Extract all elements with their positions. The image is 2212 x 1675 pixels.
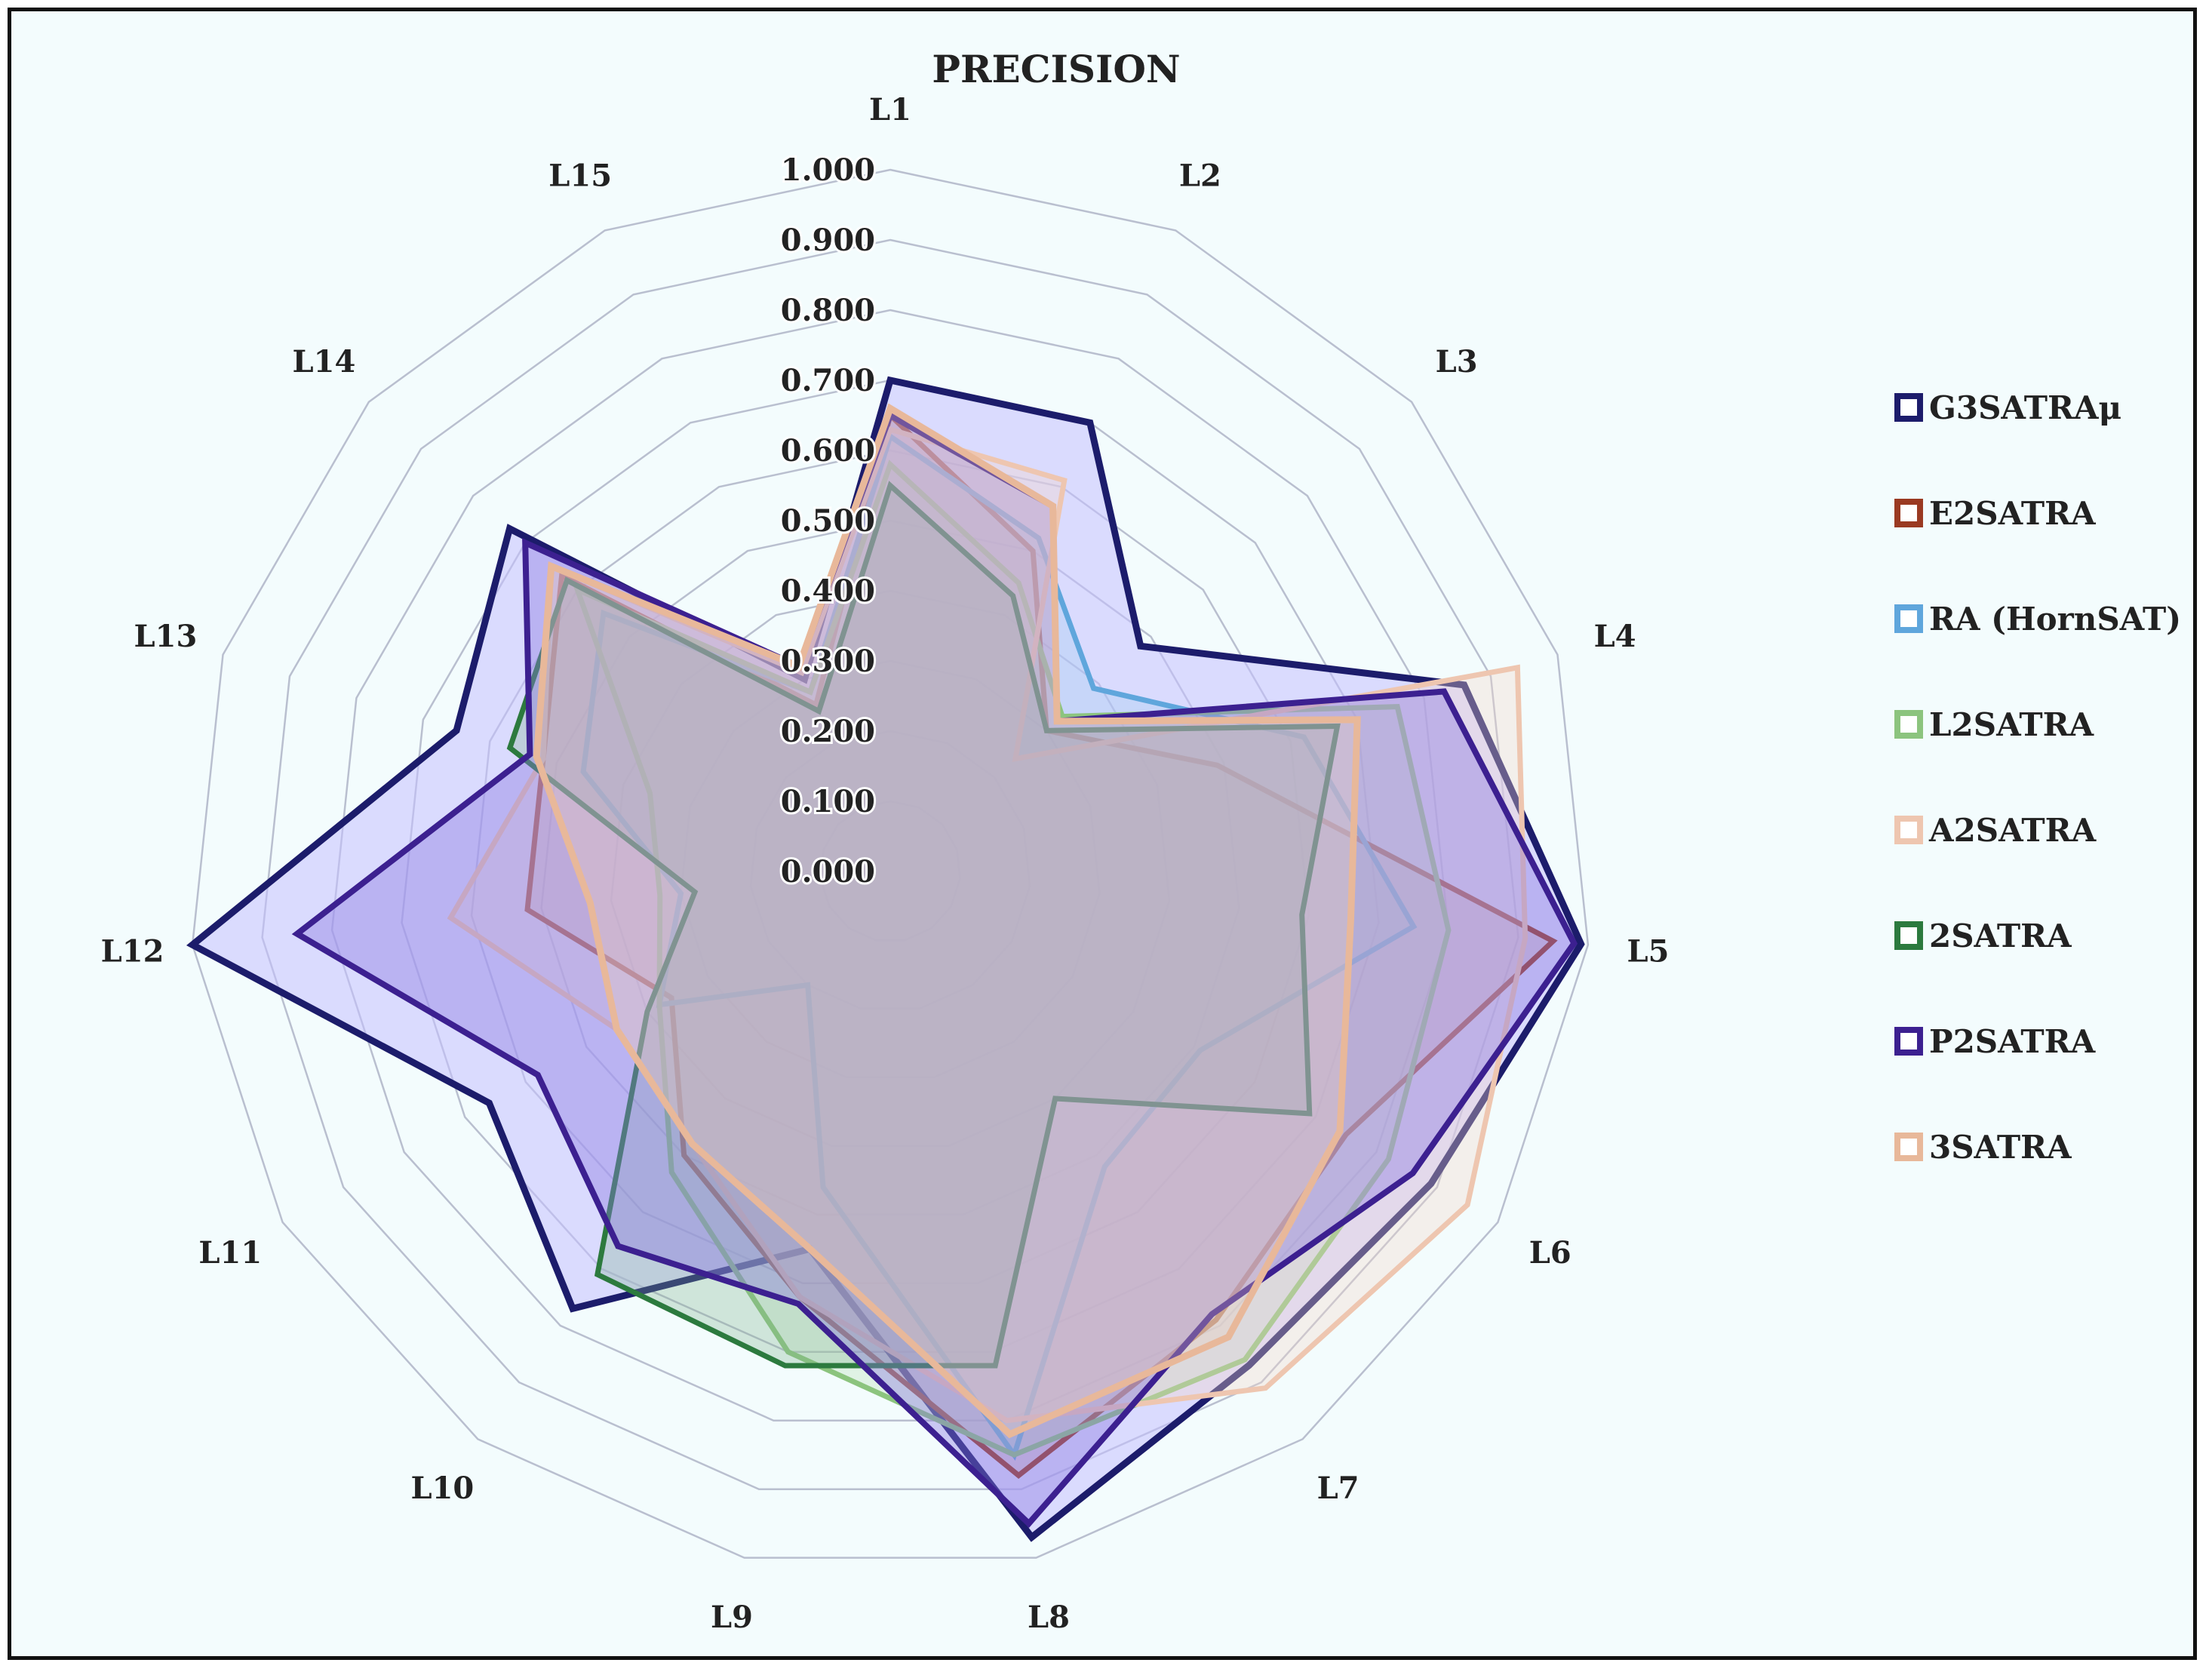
- chart-frame: PRECISION G3SATRAμ E2SATRA RA (HornSAT) L2S…: [8, 8, 2197, 1660]
- tick-label: 0.500: [781, 503, 875, 539]
- legend-label: P2SATRA: [1929, 1023, 2097, 1060]
- chart-title: PRECISION: [932, 47, 1180, 91]
- legend-swatch: [1897, 502, 1920, 524]
- axis-label-l5: L5: [1627, 934, 1669, 970]
- axis-label-l15: L15: [548, 158, 612, 193]
- tick-label: 0.900: [781, 223, 875, 258]
- axis-label-l13: L13: [134, 619, 198, 654]
- legend-label: 2SATRA: [1929, 917, 2072, 954]
- tick-label: 0.700: [781, 363, 875, 398]
- axis-label-l7: L7: [1317, 1471, 1359, 1506]
- axis-label-l4: L4: [1594, 619, 1636, 654]
- legend-swatch: [1897, 1136, 1920, 1158]
- legend-label: A2SATRA: [1928, 812, 2097, 849]
- axis-label-l3: L3: [1436, 344, 1478, 380]
- axis-label-l1: L1: [869, 92, 911, 128]
- legend-swatch: [1897, 924, 1920, 947]
- legend-label: E2SATRA: [1929, 495, 2097, 532]
- axis-label-l11: L11: [198, 1235, 262, 1271]
- tick-label: 0.000: [781, 854, 875, 890]
- tick-label: 0.400: [781, 573, 875, 609]
- axis-label-l8: L8: [1028, 1600, 1070, 1635]
- tick-label: 0.600: [781, 433, 875, 469]
- radar-chart: PRECISION G3SATRAμ E2SATRA RA (HornSAT) L2S…: [11, 11, 2193, 1656]
- tick-label: 0.300: [781, 644, 875, 679]
- legend-swatch: [1897, 819, 1920, 841]
- legend-swatch: [1897, 1030, 1920, 1053]
- legend-swatch: [1897, 396, 1920, 419]
- legend-swatch: [1897, 607, 1920, 630]
- legend-label: L2SATRA: [1929, 706, 2095, 743]
- legend: G3SATRAμ E2SATRA RA (HornSAT) L2SATRA A2SATR…: [1897, 389, 2181, 1166]
- axis-label-l6: L6: [1529, 1235, 1571, 1271]
- axis-label-l14: L14: [293, 344, 356, 380]
- axis-label-l2: L2: [1179, 158, 1221, 193]
- axis-label-l9: L9: [711, 1600, 753, 1635]
- legend-swatch: [1897, 713, 1920, 736]
- axis-label-l10: L10: [410, 1471, 474, 1506]
- legend-label: G3SATRAμ: [1929, 389, 2121, 426]
- tick-label: 0.200: [781, 714, 875, 749]
- axis-label-l12: L12: [101, 934, 164, 970]
- tick-label: 0.100: [781, 784, 875, 819]
- tick-label: 0.800: [781, 293, 875, 328]
- legend-label: 3SATRA: [1929, 1129, 2072, 1166]
- legend-label: RA (HornSAT): [1929, 601, 2181, 638]
- tick-label: 1.000: [781, 152, 875, 188]
